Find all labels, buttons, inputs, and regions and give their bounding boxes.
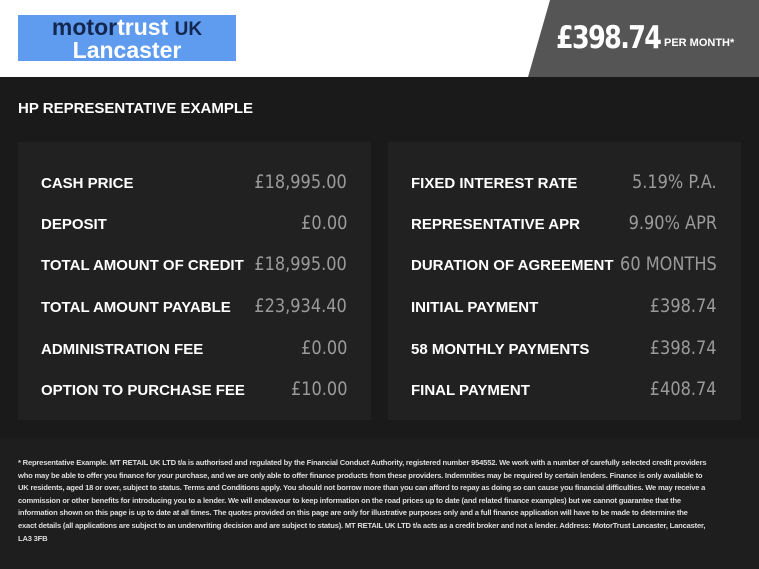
finance-row: OPTION TO PURCHASE FEE £10.00	[41, 378, 347, 402]
row-value: 5.19% P.A.	[632, 171, 717, 193]
row-value: £18,995.00	[254, 171, 347, 193]
finance-row: FIXED INTEREST RATE 5.19% P.A.	[411, 171, 717, 195]
header: motortrust UK Lancaster £398.74 PER MONT…	[0, 0, 759, 77]
row-value: £18,995.00	[254, 253, 347, 275]
per-month-label: PER MONTH*	[664, 37, 735, 49]
section-title: HP REPRESENTATIVE EXAMPLE	[18, 100, 254, 117]
row-label: TOTAL AMOUNT PAYABLE	[41, 299, 231, 316]
row-label: FIXED INTEREST RATE	[411, 175, 578, 192]
logo-uk: UK	[174, 19, 203, 40]
row-value: £10.00	[290, 378, 347, 400]
row-label: 58 MONTHLY PAYMENTS	[411, 341, 590, 358]
finance-row: REPRESENTATIVE APR 9.90% APR	[411, 212, 717, 236]
row-value: £0.00	[300, 212, 347, 234]
row-value: £398.74	[650, 295, 717, 317]
logo-trust: trust	[117, 14, 169, 40]
monthly-price-panel	[528, 0, 759, 77]
finance-panel-right: FIXED INTEREST RATE 5.19% P.A. REPRESENTA…	[388, 142, 741, 420]
row-value: 60 MONTHS	[620, 253, 717, 275]
row-label: FINAL PAYMENT	[411, 382, 530, 399]
row-value: £408.74	[650, 378, 717, 400]
finance-row: 58 MONTHLY PAYMENTS £398.74	[411, 337, 717, 361]
row-label: TOTAL AMOUNT OF CREDIT	[41, 257, 244, 274]
row-label: INITIAL PAYMENT	[411, 299, 539, 316]
disclaimer-text: * Representative Example. MT RETAIL UK L…	[18, 458, 707, 543]
row-label: ADMINISTRATION FEE	[41, 341, 204, 358]
finance-row: CASH PRICE £18,995.00	[41, 171, 347, 195]
row-label: DEPOSIT	[41, 216, 107, 233]
finance-panel-left: CASH PRICE £18,995.00 DEPOSIT £0.00 TOTAL …	[18, 142, 371, 420]
row-label: CASH PRICE	[41, 175, 134, 192]
finance-row: INITIAL PAYMENT £398.74	[411, 295, 717, 319]
finance-row: FINAL PAYMENT £408.74	[411, 378, 717, 402]
row-label: OPTION TO PURCHASE FEE	[41, 382, 245, 399]
row-label: DURATION OF AGREEMENT	[411, 257, 614, 274]
row-value: 9.90% APR	[628, 212, 717, 234]
finance-row: TOTAL AMOUNT OF CREDIT £18,995.00	[41, 253, 347, 277]
finance-row: DEPOSIT £0.00	[41, 212, 347, 236]
finance-row: DURATION OF AGREEMENT 60 MONTHS	[411, 253, 717, 277]
dealer-logo[interactable]: motortrust UK Lancaster	[18, 14, 236, 63]
row-label: REPRESENTATIVE APR	[411, 216, 580, 233]
logo-motor: motor	[51, 14, 118, 40]
finance-row: ADMINISTRATION FEE £0.00	[41, 337, 347, 361]
monthly-price: £398.74	[556, 20, 662, 56]
logo-location: Lancaster	[72, 37, 182, 63]
finance-row: TOTAL AMOUNT PAYABLE £23,934.40	[41, 295, 347, 319]
row-value: £23,934.40	[254, 295, 347, 317]
row-value: £398.74	[650, 337, 717, 359]
row-value: £0.00	[300, 337, 347, 359]
footer	[0, 438, 759, 569]
